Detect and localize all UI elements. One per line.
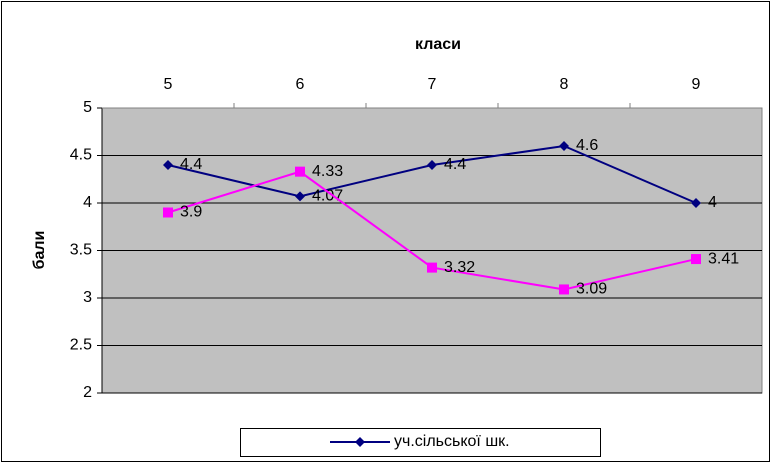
data-label: 4.4 — [444, 156, 466, 173]
y-tick-label: 2.5 — [70, 337, 92, 354]
data-label: 4.07 — [312, 188, 343, 205]
y-tick-label: 3 — [83, 289, 92, 306]
x-tick-label: 8 — [560, 76, 569, 93]
point — [427, 160, 437, 170]
point — [559, 284, 569, 295]
data-label: 4.4 — [180, 156, 202, 173]
y-tick-label: 4.5 — [70, 147, 92, 164]
point — [559, 141, 569, 151]
legend-label: уч.сільської шк. — [394, 433, 510, 450]
y-tick-label: 2 — [83, 384, 92, 401]
data-label: 3.09 — [576, 281, 607, 298]
legend-box — [240, 428, 601, 457]
point — [691, 198, 701, 208]
x-tick-label: 9 — [692, 76, 701, 93]
data-label: 4.33 — [312, 163, 343, 180]
point — [163, 160, 173, 170]
data-label: 3.32 — [444, 259, 475, 276]
y-tick-label: 4 — [83, 194, 92, 211]
point — [355, 437, 365, 447]
x-axis-title: класи — [415, 36, 461, 53]
y-axis-title: бали — [31, 231, 48, 270]
data-label: 4 — [708, 194, 717, 211]
point — [427, 262, 437, 273]
x-tick-label: 6 — [296, 76, 305, 93]
point — [163, 207, 173, 218]
point — [691, 254, 701, 265]
point — [295, 191, 305, 202]
x-tick-label: 7 — [428, 76, 437, 93]
x-tick-label: 5 — [164, 76, 173, 93]
y-tick-label: 5 — [83, 99, 92, 116]
data-label: 3.9 — [180, 204, 202, 221]
data-label: 4.6 — [576, 137, 598, 154]
point — [295, 166, 305, 177]
data-label: 3.41 — [708, 250, 739, 267]
y-tick-label: 3.5 — [70, 242, 92, 259]
